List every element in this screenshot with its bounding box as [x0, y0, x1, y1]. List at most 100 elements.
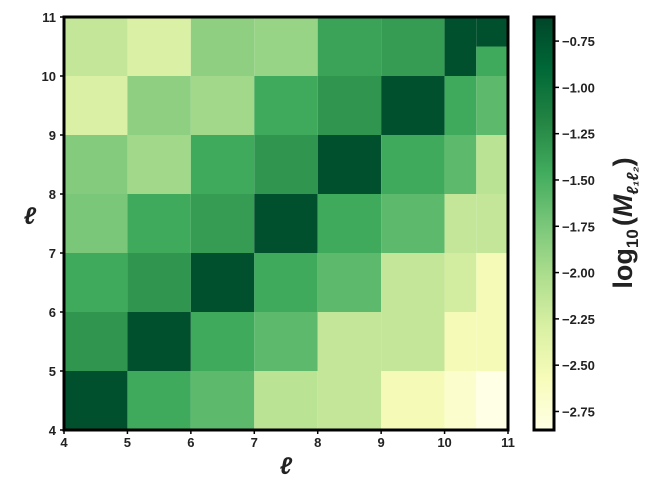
x-tick-label: 6 — [187, 435, 194, 450]
x-tick-label: 7 — [251, 435, 258, 450]
colorbar-tick-label: −1.50 — [562, 173, 595, 188]
heatmap-cell — [444, 371, 477, 430]
colorbar-tick-label: −2.00 — [562, 266, 595, 281]
x-axis-label: ℓ — [280, 453, 293, 480]
heatmap-cell — [254, 76, 318, 135]
heatmap-cell — [381, 194, 445, 253]
heatmap-cell — [444, 253, 477, 312]
heatmap-cell — [317, 312, 382, 371]
heatmap-cell — [444, 194, 477, 253]
heatmap-cell — [190, 135, 255, 194]
heatmap-cell — [127, 17, 191, 76]
heatmap-cell — [64, 17, 128, 76]
y-axis-label: ℓ — [24, 203, 37, 230]
heatmap-cell — [317, 17, 382, 76]
colorbar-ticks: −0.75 −1.00 −1.25 −1.50 −1.75 −2.00 −2.25 −2.50… — [554, 34, 595, 419]
colorbar-tick-label: −1.75 — [562, 219, 595, 234]
heatmap-cell — [254, 194, 318, 253]
heatmap-cell — [64, 76, 128, 135]
heatmap-cell — [64, 135, 128, 194]
heatmap-cell — [381, 135, 445, 194]
colorbar-label-close: ) — [608, 157, 638, 166]
heatmap-edge-cell — [476, 371, 508, 430]
x-tick-label: 8 — [314, 435, 321, 450]
heatmap-edge-cell — [476, 135, 508, 194]
y-tick-label: 11 — [42, 10, 56, 25]
x-tick-label: 11 — [501, 435, 515, 450]
heatmap-cell — [381, 76, 445, 135]
heatmap-cell — [444, 76, 477, 135]
heatmap-cell — [254, 371, 318, 430]
heatmap-cell — [381, 17, 445, 76]
colorbar-tick-label: −2.75 — [562, 404, 595, 419]
heatmap-cell — [444, 17, 477, 76]
heatmap-cell — [317, 371, 382, 430]
colorbar-tick-label: −2.25 — [562, 312, 595, 327]
colorbar-tick-label: −1.25 — [562, 127, 595, 142]
x-axis-ticks: 4 5 6 7 8 9 10 11 — [60, 430, 515, 450]
colorbar-label-log: log — [608, 248, 638, 289]
heatmap-cell — [381, 371, 445, 430]
heatmap-cell — [444, 135, 477, 194]
colorbar — [534, 17, 554, 430]
heatmap-cell — [190, 76, 255, 135]
heatmap-cell — [127, 253, 191, 312]
heatmap-edge-cell — [476, 17, 508, 47]
x-tick-label: 4 — [60, 435, 68, 450]
heatmap-edge-cell — [476, 312, 508, 371]
y-tick-label: 5 — [49, 364, 56, 379]
y-tick-label: 4 — [49, 423, 57, 438]
y-tick-label: 7 — [49, 246, 56, 261]
heatmap-edge-cell — [476, 46, 508, 76]
plot-frame — [62, 15, 510, 432]
heatmap-cell — [64, 312, 128, 371]
heatmap-cell — [190, 194, 255, 253]
x-tick-label: 5 — [124, 435, 131, 450]
heatmap-cell — [254, 312, 318, 371]
heatmap-cell — [317, 76, 382, 135]
heatmap-cell — [381, 312, 445, 371]
colorbar-tick-label: −2.50 — [562, 358, 595, 373]
y-tick-label: 9 — [49, 128, 56, 143]
heatmap-cell — [127, 135, 191, 194]
colorbar-label: log10 (Mℓ₁ℓ₂) — [608, 157, 642, 288]
y-tick-label: 8 — [49, 187, 56, 202]
heatmap-cell — [190, 17, 255, 76]
heatmap-cell — [127, 371, 191, 430]
heatmap-edge-cell — [476, 76, 508, 135]
heatmap-cell — [254, 253, 318, 312]
heatmap-cell — [127, 194, 191, 253]
heatmap-cell — [127, 76, 191, 135]
colorbar-frame — [532, 15, 556, 432]
heatmap-cell — [190, 253, 255, 312]
heatmap-cell — [190, 312, 255, 371]
heatmap-cell — [317, 135, 382, 194]
heatmap-cell — [127, 312, 191, 371]
x-tick-label: 9 — [378, 435, 385, 450]
heatmap-cell — [254, 135, 318, 194]
heatmap-edge-cell — [476, 194, 508, 253]
heatmap-cells — [64, 17, 508, 430]
colorbar-label-base: 10 — [623, 229, 642, 248]
heatmap-cell — [317, 194, 382, 253]
heatmap-cell — [381, 253, 445, 312]
heatmap-cell — [64, 371, 128, 430]
heatmap-cell — [190, 371, 255, 430]
heatmap-cell — [317, 253, 382, 312]
colorbar-label-m: M — [608, 194, 638, 217]
heatmap-cell — [64, 194, 128, 253]
heatmap-cell — [444, 312, 477, 371]
colorbar-tick-label: −0.75 — [562, 34, 595, 49]
y-axis-ticks: 4 5 6 7 8 9 10 11 — [42, 10, 64, 438]
y-tick-label: 6 — [49, 305, 56, 320]
colorbar-label-subscript: ℓ₁ℓ₂ — [625, 166, 642, 194]
colorbar-label-open: ( — [608, 217, 638, 226]
colorbar-tick-label: −1.00 — [562, 80, 595, 95]
y-tick-label: 10 — [42, 69, 56, 84]
heatmap-cell — [64, 253, 128, 312]
heatmap-edge-cell — [476, 253, 508, 312]
x-tick-label: 10 — [437, 435, 451, 450]
heatmap-cell — [254, 17, 318, 76]
